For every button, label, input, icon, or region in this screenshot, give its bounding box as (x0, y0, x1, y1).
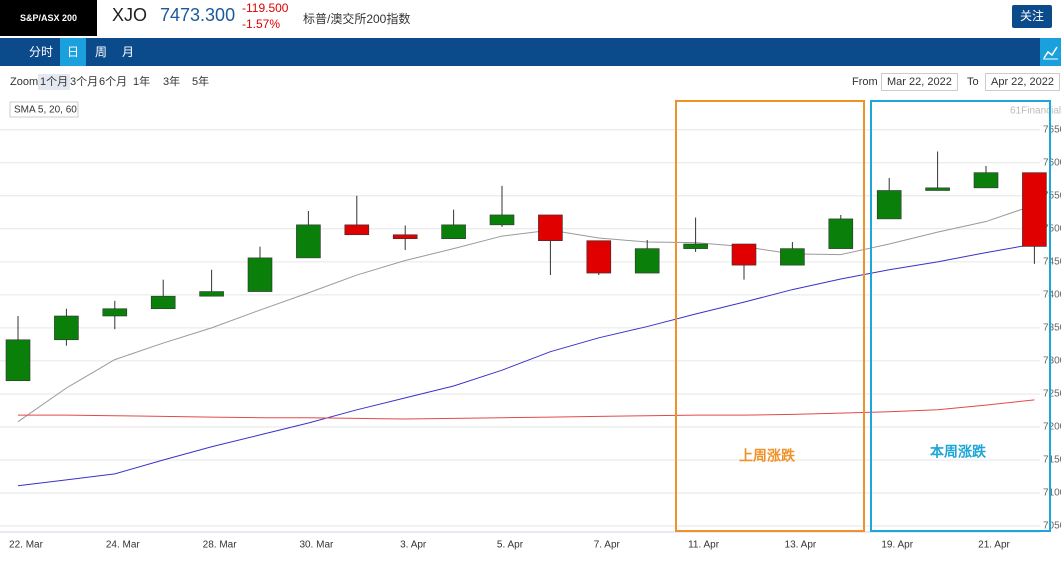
y-tick-label: 7350 (1043, 323, 1061, 334)
index-name: 标普/澳交所200指数 (303, 12, 411, 26)
y-tick-label: 7150 (1043, 455, 1061, 466)
candle-body (392, 234, 418, 240)
index-badge: S&P/ASX 200 (0, 0, 97, 36)
candle-body (489, 214, 515, 226)
candle-body (828, 218, 854, 249)
y-tick-label: 7550 (1043, 190, 1061, 201)
annotation-box (870, 100, 1051, 532)
candle-body (925, 187, 950, 191)
candle-body (1022, 172, 1047, 247)
y-tick-label: 7500 (1043, 223, 1061, 234)
y-tick-label: 7100 (1043, 488, 1061, 499)
candle-body (441, 224, 466, 240)
candle-body (247, 257, 273, 292)
price: 7473.300 (160, 5, 236, 25)
candle-body (683, 243, 708, 249)
y-tick-label: 7400 (1043, 290, 1061, 301)
x-tick-label: 28. Mar (203, 540, 238, 551)
symbol: XJO (112, 5, 148, 25)
zoom-label: Zoom (10, 76, 39, 88)
y-tick-label: 7450 (1043, 256, 1061, 267)
x-tick-label: 7. Apr (594, 540, 621, 551)
y-tick-label: 7200 (1043, 422, 1061, 433)
tab[interactable]: 分时 (28, 45, 53, 59)
candle-body (54, 315, 79, 341)
x-tick-label: 24. Mar (106, 540, 141, 551)
y-tick-label: 7650 (1043, 124, 1061, 135)
candle-body (199, 291, 224, 297)
x-tick-label: 21. Apr (978, 540, 1010, 551)
nav-bar: 分时日周月 (0, 38, 1061, 66)
tab[interactable]: 周 (94, 45, 107, 59)
from-label: From (852, 76, 878, 88)
chart-icon[interactable] (1040, 38, 1061, 66)
annotation-label: 上周涨跌 (739, 448, 796, 464)
candle-body (296, 224, 321, 259)
from-input[interactable]: Mar 22, 2022 (881, 73, 958, 91)
annotation-label: 本周涨跌 (930, 444, 987, 460)
candle-body (5, 339, 31, 382)
x-tick-label: 11. Apr (688, 540, 720, 551)
to-input[interactable]: Apr 22, 2022 (985, 73, 1060, 91)
change: -119.500 (242, 1, 289, 15)
candle-body (538, 214, 563, 241)
annotation-box (675, 100, 865, 532)
y-tick-label: 7300 (1043, 356, 1061, 367)
change-pct: -1.57% (242, 17, 281, 31)
x-tick-label: 5. Apr (497, 540, 524, 551)
tab[interactable]: 日 (60, 38, 86, 66)
zoom-option[interactable]: 1年 (133, 76, 151, 88)
zoom-option[interactable]: 3个月 (70, 76, 99, 88)
x-tick-label: 19. Apr (881, 540, 913, 551)
candle-body (344, 224, 370, 236)
y-tick-label: 7250 (1043, 389, 1061, 400)
candle-body (102, 308, 128, 317)
x-tick-label: 3. Apr (400, 540, 427, 551)
candle-body (150, 295, 176, 310)
candle-body (780, 248, 805, 266)
candle-body (876, 190, 902, 220)
to-label: To (967, 76, 979, 88)
chart: 7050 7100 7150 7200 7250 7300 7350 7400 7450 7500… (0, 100, 1061, 551)
follow-button[interactable]: 关注 (1012, 5, 1052, 28)
zoom-option[interactable]: 1个月 (38, 74, 71, 90)
watermark: 61Financial (1010, 106, 1061, 117)
candle-body (973, 172, 999, 189)
zoom-option[interactable]: 5年 (192, 76, 210, 88)
zoom-option[interactable]: 6个月 (99, 76, 128, 88)
y-tick-label: 7600 (1043, 157, 1061, 168)
y-tick-label: 7050 (1043, 521, 1061, 532)
candle-body (731, 243, 757, 266)
legend-box (9, 101, 79, 118)
plot-area (0, 100, 1040, 532)
x-tick-label: 22. Mar (9, 540, 44, 551)
tab[interactable]: 月 (121, 45, 134, 59)
zoom-option[interactable]: 3年 (163, 76, 181, 88)
legend: SMA 5, 20, 60 (14, 105, 77, 116)
candle-body (586, 240, 612, 274)
x-tick-label: 30. Mar (299, 540, 334, 551)
x-tick-label: 13. Apr (785, 540, 817, 551)
candle-body (634, 248, 660, 274)
icon (1043, 46, 1058, 60)
